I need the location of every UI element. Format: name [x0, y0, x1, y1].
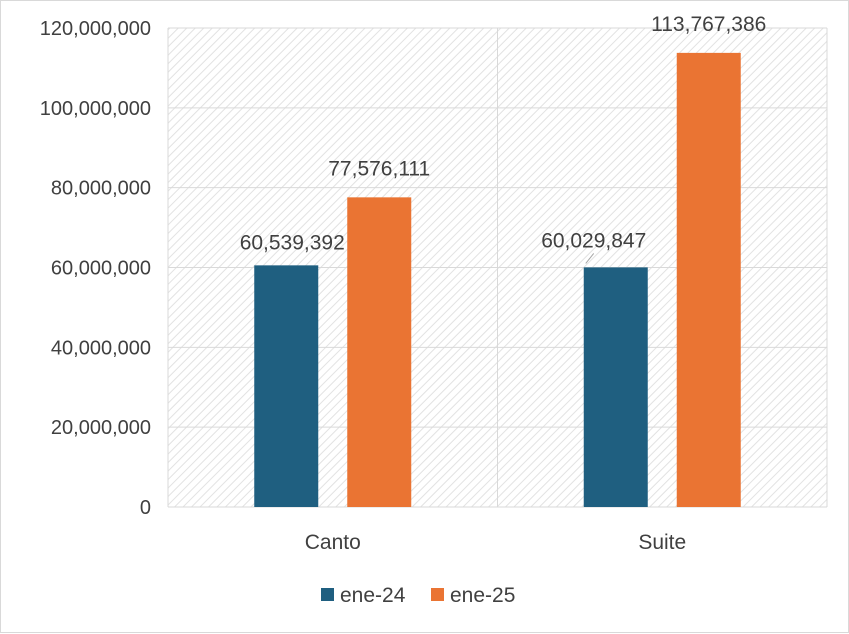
data-label: 113,767,386 [651, 13, 766, 36]
y-tick-label: 100,000,000 [40, 98, 151, 120]
x-axis: Canto Suite [305, 531, 686, 554]
legend-swatch-ene-24 [321, 588, 334, 601]
legend-label: ene-24 [340, 584, 406, 607]
bar-ene-24-Suite [583, 267, 648, 507]
y-tick-label: 20,000,000 [51, 417, 151, 439]
legend-label: ene-25 [450, 584, 515, 607]
data-label: 60,539,392 [240, 231, 345, 254]
data-label-leader [585, 253, 595, 264]
x-tick-label: Suite [638, 531, 686, 554]
y-tick-label: 0 [140, 497, 151, 519]
bar-ene-24-Canto [254, 265, 319, 507]
x-tick-label: Canto [305, 531, 361, 554]
data-label: 77,576,111 [328, 157, 430, 180]
y-tick-label: 40,000,000 [51, 337, 151, 359]
legend: ene-24 ene-25 [321, 584, 515, 607]
bar-ene-25-Suite [676, 52, 741, 508]
y-tick-label: 60,000,000 [51, 258, 151, 280]
y-tick-label: 80,000,000 [51, 178, 151, 200]
y-axis: 0 20,000,000 40,000,000 60,000,000 80,000,00… [40, 18, 151, 519]
legend-swatch-ene-25 [431, 588, 444, 601]
bar-ene-25-Canto [347, 197, 412, 507]
y-tick-label: 120,000,000 [40, 18, 151, 40]
data-label: 60,029,847 [541, 229, 646, 252]
bars: 60,539,392 77,576,111 60,029,847 113,767,38… [240, 13, 766, 508]
